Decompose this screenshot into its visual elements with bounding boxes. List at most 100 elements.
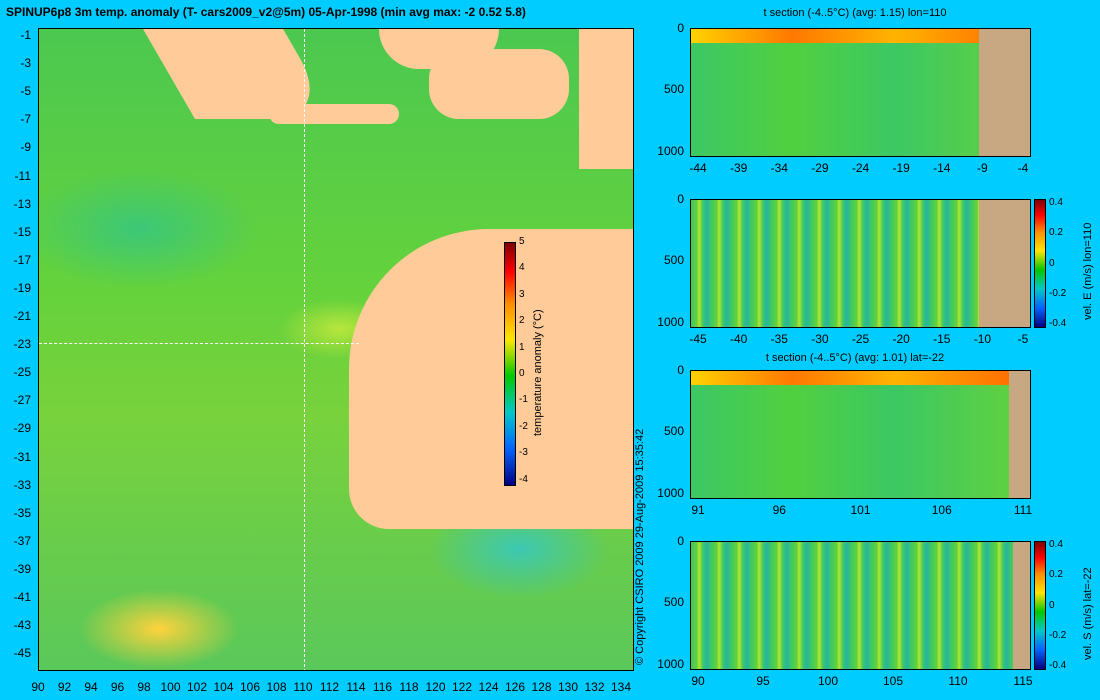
panel-xtick: 100: [817, 674, 839, 688]
panel-colorbar-tick: -0.4: [1049, 318, 1067, 329]
map-colorbar-tick: -4: [519, 473, 528, 485]
panel-xtick: -45: [689, 332, 707, 346]
panel-ytick: 500: [663, 253, 684, 268]
panel4-colorbar: [1034, 541, 1046, 670]
map-colorbar-tick: 4: [519, 262, 525, 274]
panel1-title: t section (-4..5°C) (avg: 1.15) lon=110: [763, 7, 947, 19]
map-ytick: -37: [13, 533, 31, 548]
panel-xtick: 106: [931, 503, 952, 517]
map-colorbar-tick: 0: [519, 368, 525, 379]
map-ytick: -5: [20, 84, 31, 99]
map-ytick: -9: [20, 140, 31, 155]
map-xtick: 104: [213, 680, 234, 694]
panel-xtick: 96: [772, 503, 786, 517]
crosshair-horizontal: [39, 343, 359, 344]
panel-xtick: -40: [729, 332, 748, 346]
panel3-temp-section-lat22: [690, 370, 1031, 499]
map-xtick: 126: [504, 680, 526, 694]
panel-xtick: -25: [851, 332, 870, 346]
map-xtick: 116: [372, 680, 393, 694]
map-colorbar-tick: 1: [519, 341, 525, 353]
panel-xtick: -35: [770, 332, 788, 346]
panel-colorbar-tick: 0.4: [1049, 539, 1063, 550]
panel-ytick: 1000: [657, 656, 684, 671]
panel3-title: t section (-4..5°C) (avg: 1.01) lat=-22: [765, 352, 945, 364]
panel-ytick: 1000: [657, 485, 684, 500]
panel1-surface-warm: [691, 29, 1030, 43]
map-xtick: 96: [110, 680, 125, 694]
panel-xtick: -10: [973, 332, 992, 346]
map-ytick: -41: [13, 590, 31, 604]
map-colorbar-tick: 5: [519, 236, 525, 247]
map-xtick: 122: [451, 680, 473, 694]
panel-colorbar-tick: 0.4: [1049, 197, 1063, 208]
map-xtick: 124: [478, 680, 499, 694]
map-xtick: 98: [137, 680, 151, 694]
panel-xtick: -9: [977, 161, 988, 175]
map-ytick: -39: [13, 561, 31, 576]
panel-ytick: 0: [677, 21, 684, 35]
map-xtick: 132: [584, 680, 605, 694]
map-xtick: 130: [557, 680, 579, 694]
copyright-text: © Copyright CSIRO 2009 29-Aug-2009 15:35…: [634, 428, 646, 665]
panel-xtick: 90: [691, 674, 705, 688]
map-xtick: 110: [293, 680, 313, 694]
map-colorbar: [504, 242, 516, 486]
panel2-vel-east-lon110: [690, 199, 1031, 328]
crosshair-vertical: [304, 29, 305, 670]
map-xtick: 92: [57, 680, 72, 694]
panel-xtick: 95: [756, 674, 770, 688]
land-java: [269, 104, 399, 124]
land-new-guinea: [579, 29, 633, 169]
panel-colorbar-tick: -0.4: [1049, 660, 1067, 671]
panel-ytick: 0: [677, 363, 684, 377]
panel-colorbar-tick: 0: [1049, 257, 1055, 269]
map-xtick: 134: [610, 680, 632, 694]
map-xtick: 106: [239, 680, 261, 694]
panel1-temp-section-lon110: [690, 28, 1031, 157]
temperature-anomaly-map: [38, 28, 634, 671]
panel-ytick: 0: [677, 192, 684, 206]
panel-colorbar-tick: 0: [1049, 599, 1055, 611]
map-xtick: 102: [186, 680, 208, 694]
panel4-vel-south-lat22: [690, 541, 1031, 670]
map-ytick: -7: [20, 112, 31, 127]
map-ytick: -21: [13, 309, 31, 323]
panel3-surface-warm: [691, 371, 1030, 385]
panel-xtick: 111: [1013, 503, 1033, 517]
panel-xtick: -44: [689, 161, 707, 175]
panel3-land: [1009, 371, 1030, 498]
panel4-colorbar-label: vel. S (m/s) lat=-22: [1082, 567, 1094, 660]
panel-xtick: -30: [811, 332, 829, 346]
panel-xtick: -19: [892, 161, 910, 175]
map-ytick: -13: [13, 196, 31, 211]
map-colorbar-tick: -2: [519, 420, 528, 432]
main-title: SPINUP6p8 3m temp. anomaly (T- cars2009_…: [6, 5, 526, 19]
panel-xtick: 91: [691, 503, 705, 517]
map-ytick: -1: [20, 28, 31, 42]
map-ytick: -23: [13, 337, 31, 352]
land-sulawesi: [429, 49, 569, 119]
panel-xtick: -15: [933, 332, 951, 346]
map-colorbar-label: temperature anomaly (°C): [532, 309, 544, 436]
panel-xtick: 110: [948, 674, 968, 688]
map-ytick: -31: [13, 449, 31, 464]
map-xtick: 100: [160, 680, 181, 694]
map-ytick: -33: [13, 477, 31, 492]
map-colorbar-tick: -1: [519, 394, 528, 406]
panel1-land: [979, 29, 1030, 156]
panel-ytick: 0: [677, 534, 684, 548]
panel2-colorbar-label: vel. E (m/s) lon=110: [1082, 222, 1094, 320]
panel-xtick: 115: [1013, 674, 1033, 688]
panel-xtick: -20: [892, 332, 910, 346]
panel-xtick: -4: [1017, 161, 1029, 175]
map-ytick: -25: [13, 365, 31, 380]
panel-colorbar-tick: -0.2: [1049, 629, 1067, 641]
map-ytick: -27: [13, 393, 31, 408]
map-xtick: 114: [346, 680, 366, 694]
panel4-land: [1013, 542, 1030, 669]
panel-ytick: 1000: [657, 314, 684, 329]
map-xtick: 118: [399, 680, 419, 694]
panel-colorbar-tick: 0.2: [1049, 569, 1063, 581]
map-colorbar-tick: 2: [519, 315, 525, 327]
